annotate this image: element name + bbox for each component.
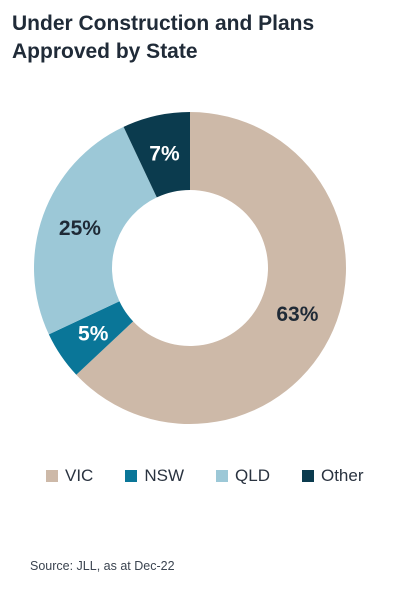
legend-swatch [216,470,229,482]
legend-swatch [46,470,58,482]
chart-title: Under Construction and Plans Approved by… [12,12,315,63]
slice-nsw [48,301,134,375]
data-label-other: 7% [149,142,180,165]
data-label-qld: 25% [59,217,101,240]
source-note: Source: JLL, as at Dec-22 [30,559,175,573]
slice-qld [33,126,157,335]
donut-chart: 63% 5% 25% 7% [33,112,347,424]
data-label-vic: 63% [276,303,318,326]
legend-item-nsw: NSW [125,466,184,486]
legend-label: Other [320,466,364,485]
slice-other [123,112,190,198]
slice-vic [76,112,347,424]
legend-swatch [125,470,138,482]
chart-legend: VIC NSW QLD Other [46,466,364,486]
legend-item-qld: QLD [216,466,270,486]
legend-swatch [301,470,314,482]
legend-item-vic: VIC [46,466,93,486]
donut-chart-area: 63% 5% 25% 7% [0,96,410,441]
legend-label: QLD [235,466,270,485]
legend-label: VIC [65,466,94,485]
legend-label: NSW [144,466,185,485]
data-label-nsw: 5% [78,322,109,345]
legend-item-other: Other [301,466,364,486]
